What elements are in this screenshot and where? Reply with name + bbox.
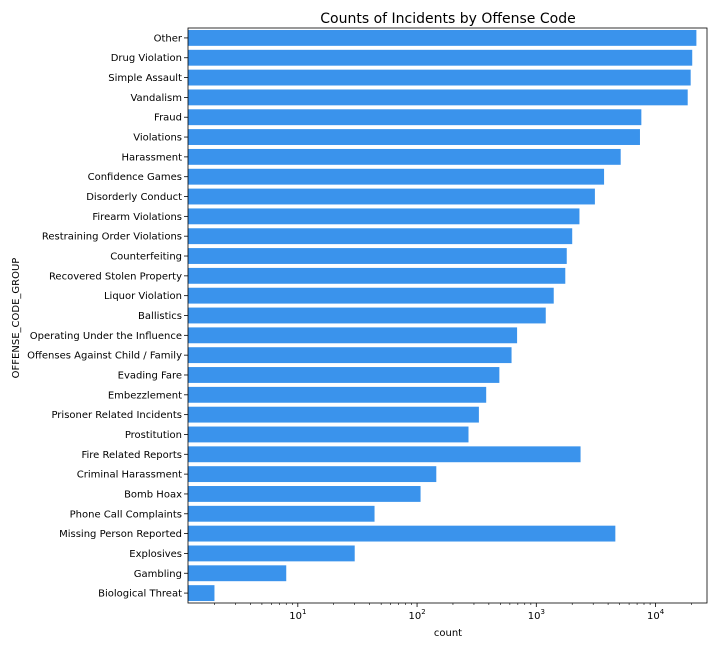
bar-12 (188, 267, 566, 284)
y-tick-label-18: Embezzlement (108, 390, 182, 401)
y-tick-label-24: Phone Call Complaints (70, 509, 182, 520)
x-tick-label-3: 104 (647, 608, 665, 622)
bar-7 (188, 168, 605, 185)
y-tick-label-15: Operating Under the Influence (30, 331, 182, 342)
bar-25 (188, 525, 616, 542)
y-tick-label-19: Prisoner Related Incidents (51, 410, 182, 421)
bar-24 (188, 505, 375, 522)
y-tick-label-13: Liquor Violation (104, 291, 182, 302)
bars-layer (188, 29, 697, 602)
y-axis-label: OFFENSE_CODE_GROUP (11, 258, 22, 379)
bar-26 (188, 545, 355, 562)
y-tick-label-16: Offenses Against Child / Family (27, 351, 182, 362)
y-tick-label-4: Fraud (154, 113, 182, 124)
y-tick-label-26: Explosives (129, 549, 182, 560)
bar-16 (188, 347, 512, 364)
bar-8 (188, 188, 595, 205)
x-tick-label-1: 102 (408, 608, 425, 622)
y-tick-label-1: Drug Violation (111, 53, 182, 64)
y-tick-label-0: Other (154, 33, 183, 44)
y-tick-label-7: Confidence Games (88, 172, 182, 183)
bar-18 (188, 386, 487, 403)
y-tick-label-17: Evading Fare (118, 370, 182, 381)
bar-21 (188, 446, 581, 463)
y-tick-label-23: Bomb Hoax (124, 489, 182, 500)
bar-23 (188, 486, 421, 502)
x-tick-label-0: 101 (289, 608, 306, 622)
bar-15 (188, 327, 518, 344)
y-tick-label-10: Restraining Order Violations (42, 232, 182, 243)
bar-9 (188, 208, 580, 225)
bar-6 (188, 148, 621, 165)
bar-4 (188, 109, 642, 126)
bar-17 (188, 367, 500, 383)
bar-14 (188, 307, 546, 324)
plot-frame (187, 27, 708, 604)
y-tick-label-11: Counterfeiting (110, 252, 182, 263)
axes-frame (187, 27, 708, 604)
bar-28 (188, 585, 215, 602)
y-tick-label-25: Missing Person Reported (59, 529, 182, 540)
bar-1 (188, 49, 693, 66)
x-axis-label: count (434, 628, 462, 639)
y-tick-label-21: Fire Related Reports (81, 450, 182, 461)
y-tick-label-28: Biological Threat (98, 589, 182, 600)
bar-20 (188, 426, 469, 443)
bar-10 (188, 228, 573, 245)
x-axis-ticks: 101 102 103 104 (214, 603, 692, 622)
bar-13 (188, 287, 554, 304)
y-tick-label-20: Prostitution (125, 430, 182, 441)
y-tick-label-3: Vandalism (130, 93, 182, 104)
y-tick-label-5: Violations (133, 133, 182, 144)
y-tick-label-14: Ballistics (138, 311, 182, 322)
chart-title: Counts of Incidents by Offense Code (320, 11, 575, 27)
y-tick-label-2: Simple Assault (108, 73, 182, 84)
y-tick-label-6: Harassment (122, 152, 183, 163)
bar-19 (188, 406, 479, 423)
y-tick-label-27: Gambling (134, 569, 182, 580)
y-tick-label-8: Disorderly Conduct (86, 192, 182, 203)
y-tick-labels: Other Drug Violation Simple Assault Vandali… (27, 33, 188, 600)
bar-0 (188, 29, 697, 46)
y-tick-label-22: Criminal Harassment (77, 470, 182, 481)
bar-22 (188, 466, 437, 483)
bar-3 (188, 89, 688, 106)
y-tick-label-9: Firearm Violations (92, 212, 182, 223)
y-tick-label-12: Recovered Stolen Property (49, 271, 182, 282)
bar-11 (188, 248, 567, 264)
bar-5 (188, 129, 640, 145)
bar-2 (188, 69, 691, 86)
bar-27 (188, 565, 287, 582)
x-tick-label-2: 103 (528, 608, 545, 622)
